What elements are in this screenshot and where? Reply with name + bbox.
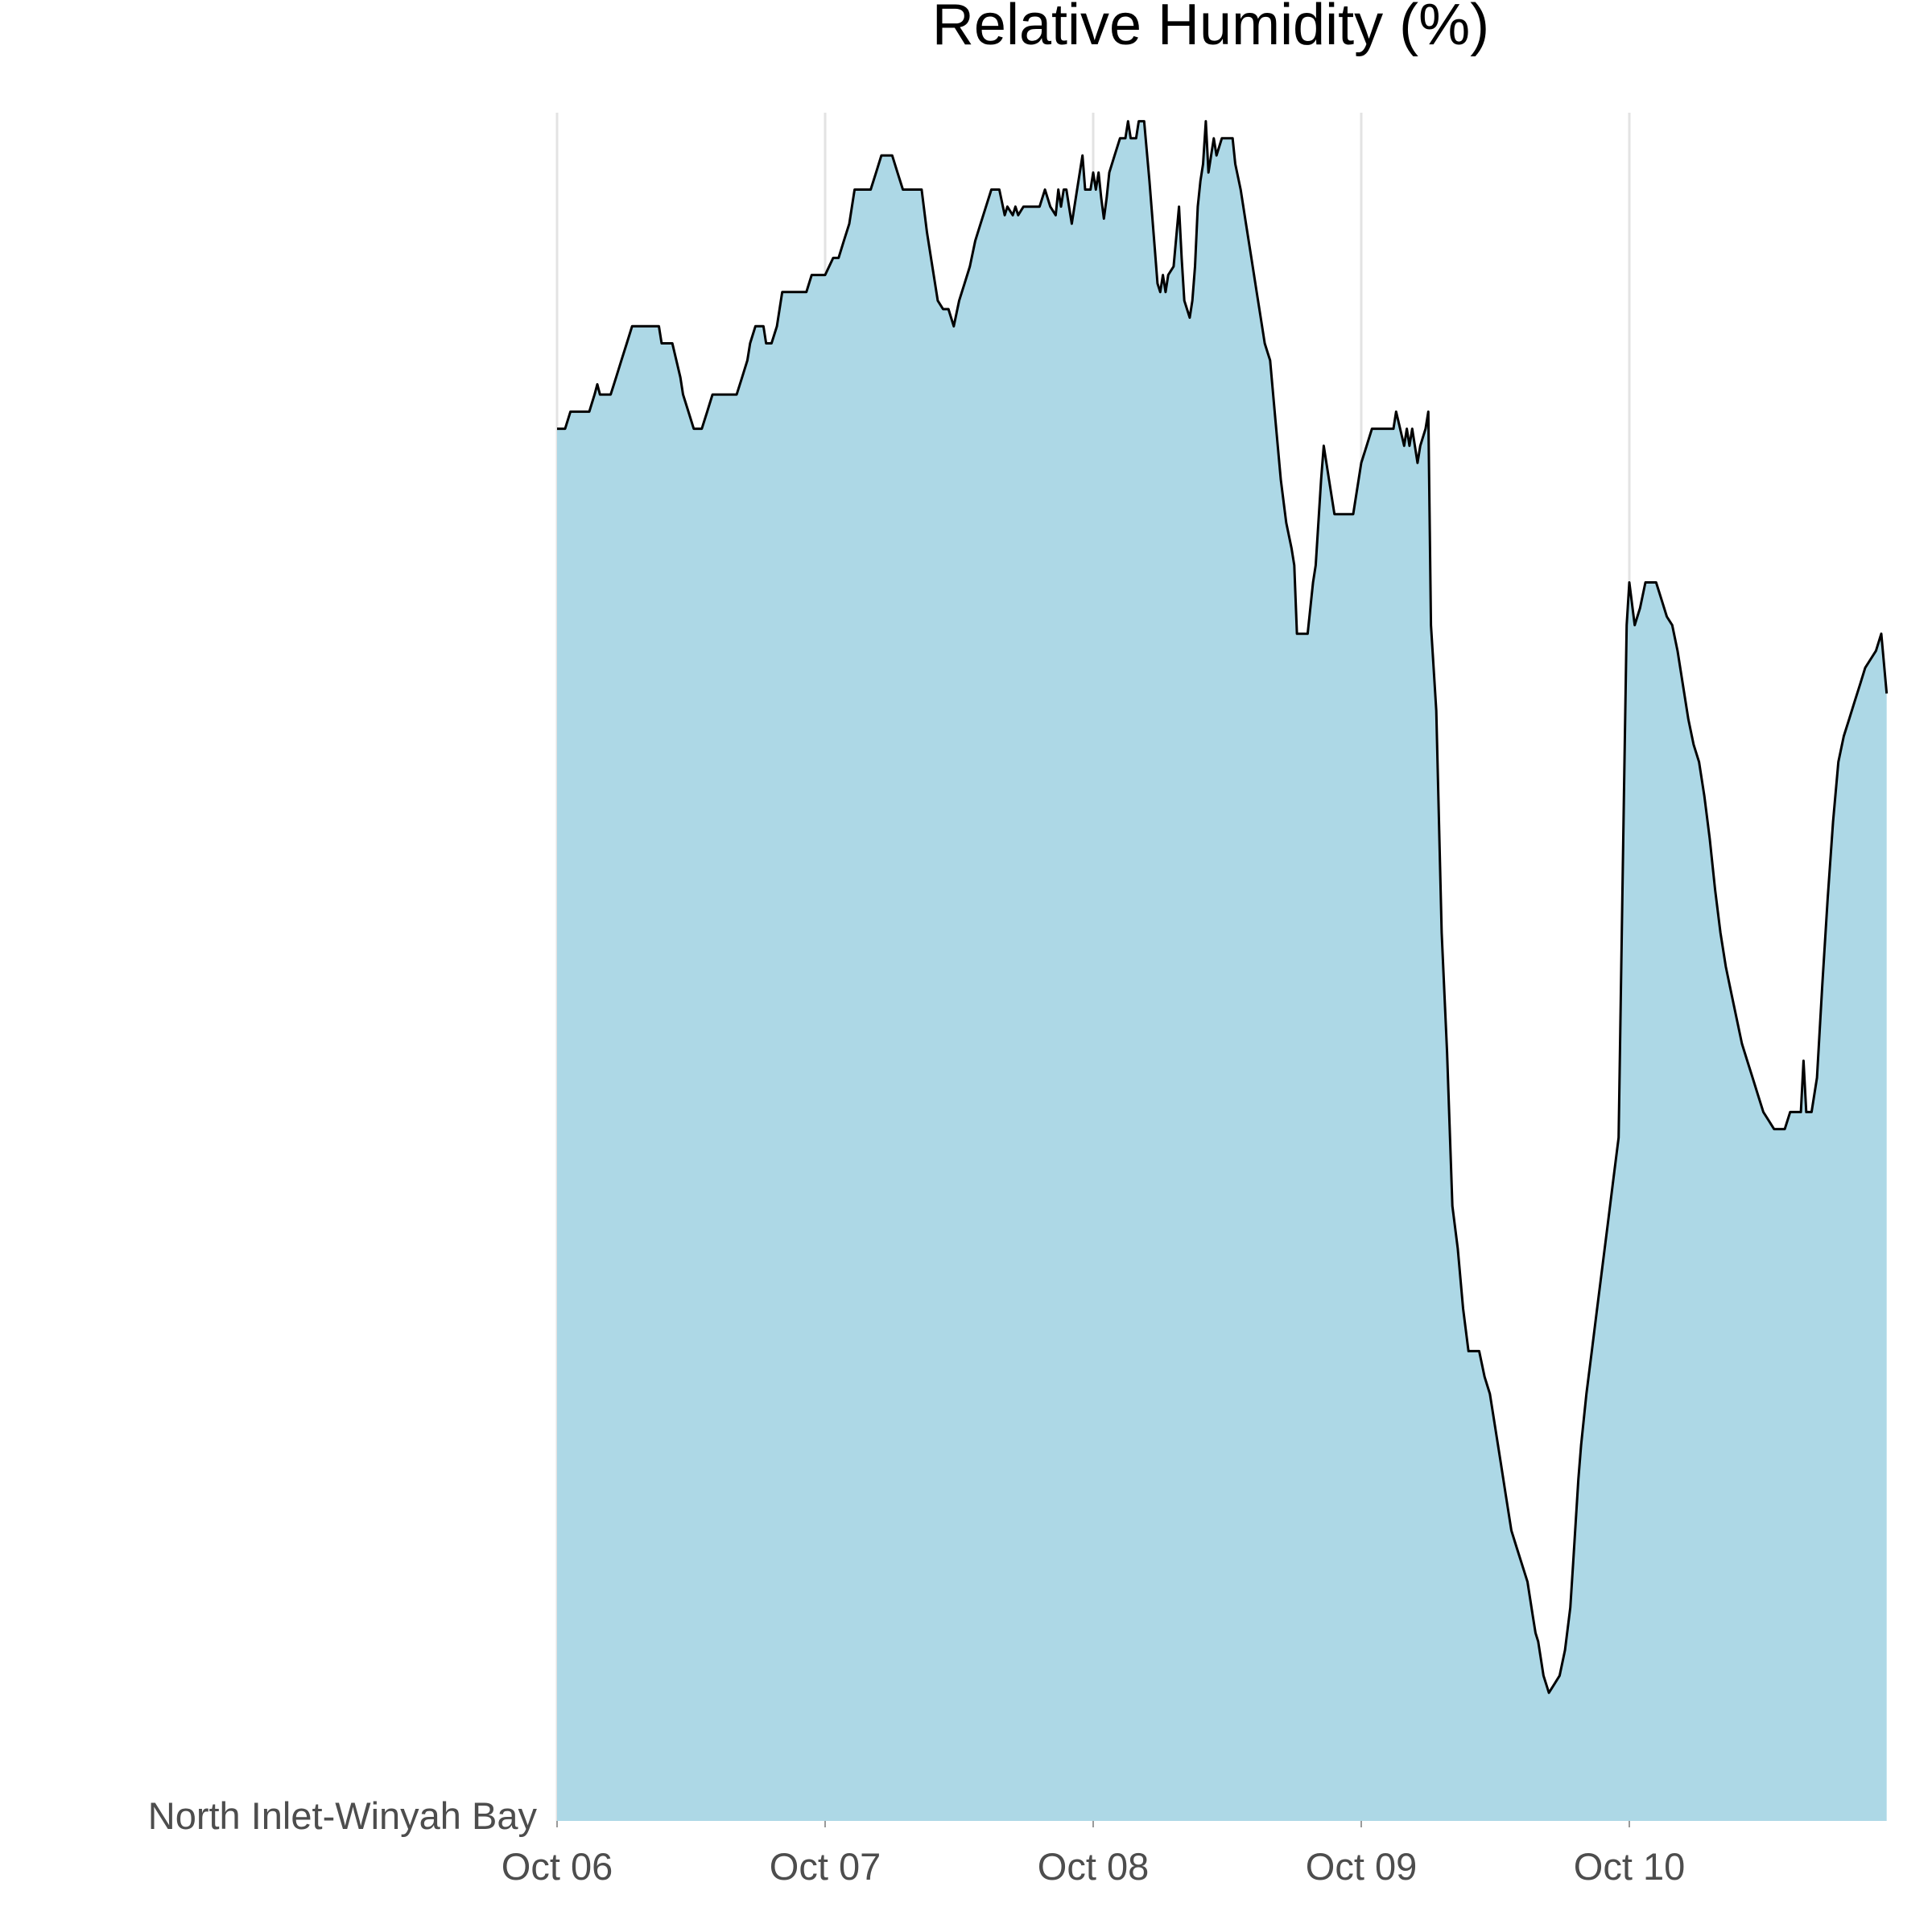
x-tick-label-2: Oct 08 bbox=[1038, 1845, 1149, 1888]
x-axis-ticks: Oct 06 Oct 07 Oct 08 Oct 09 Oct 10 bbox=[502, 1821, 1685, 1888]
x-tick-label-4: Oct 10 bbox=[1574, 1845, 1685, 1888]
x-tick-label-1: Oct 07 bbox=[770, 1845, 881, 1888]
humidity-area-fill bbox=[557, 121, 1887, 1821]
x-tick-label-3: Oct 09 bbox=[1306, 1845, 1417, 1888]
series-label-north-inlet-winyah-bay: North Inlet-Winyah Bay bbox=[148, 1794, 538, 1837]
humidity-line bbox=[557, 120, 1889, 1695]
chart-title: Relative Humidity (%) bbox=[932, 0, 1489, 57]
x-tick-label-0: Oct 06 bbox=[502, 1845, 613, 1888]
